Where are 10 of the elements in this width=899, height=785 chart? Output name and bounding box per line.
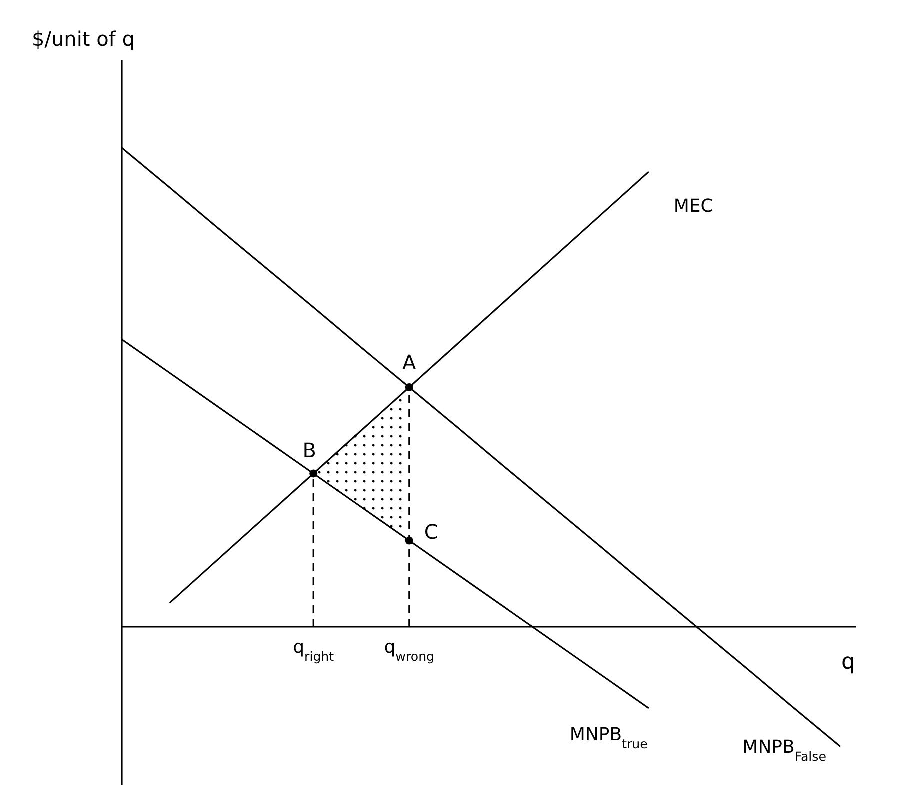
x-tick-label: q$_{wrong}$ (384, 637, 435, 664)
y-axis-title: $/unit of q (32, 27, 135, 51)
series-label: MNPB$_{true}$ (570, 724, 648, 751)
x-axis-title: q (842, 650, 856, 675)
series-label: MNPB$_{False}$ (742, 736, 827, 764)
annotation: A (402, 350, 417, 374)
x-tick-label: q$_{right}$ (293, 637, 334, 664)
series-label: MEC (674, 196, 714, 217)
annotation: C (424, 520, 438, 544)
annotation: B (302, 438, 316, 463)
